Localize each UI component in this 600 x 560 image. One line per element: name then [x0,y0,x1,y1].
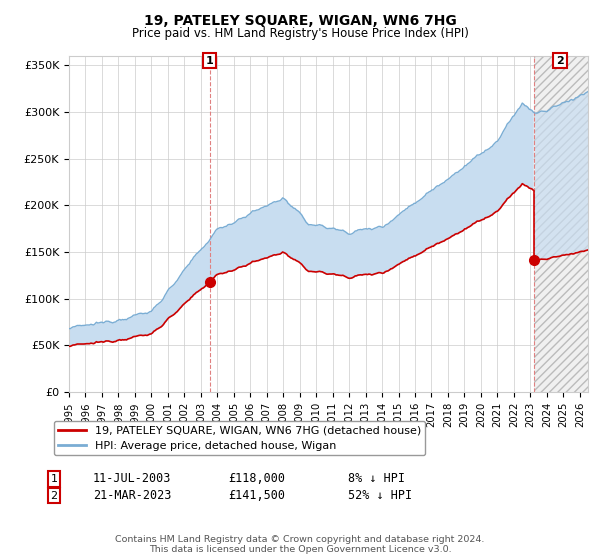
Text: 11-JUL-2003: 11-JUL-2003 [93,472,172,486]
Text: 2: 2 [50,491,58,501]
Text: 8% ↓ HPI: 8% ↓ HPI [348,472,405,486]
Text: 1: 1 [50,474,58,484]
Text: 21-MAR-2023: 21-MAR-2023 [93,489,172,502]
Text: 2: 2 [556,55,564,66]
Text: 1: 1 [206,55,214,66]
Text: Contains HM Land Registry data © Crown copyright and database right 2024.
This d: Contains HM Land Registry data © Crown c… [115,535,485,554]
Text: £141,500: £141,500 [228,489,285,502]
Bar [534,56,588,392]
Text: Price paid vs. HM Land Registry's House Price Index (HPI): Price paid vs. HM Land Registry's House … [131,27,469,40]
Text: £118,000: £118,000 [228,472,285,486]
Legend: 19, PATELEY SQUARE, WIGAN, WN6 7HG (detached house), HPI: Average price, detache: 19, PATELEY SQUARE, WIGAN, WN6 7HG (deta… [53,421,425,455]
Text: 52% ↓ HPI: 52% ↓ HPI [348,489,412,502]
Text: 19, PATELEY SQUARE, WIGAN, WN6 7HG: 19, PATELEY SQUARE, WIGAN, WN6 7HG [143,14,457,28]
